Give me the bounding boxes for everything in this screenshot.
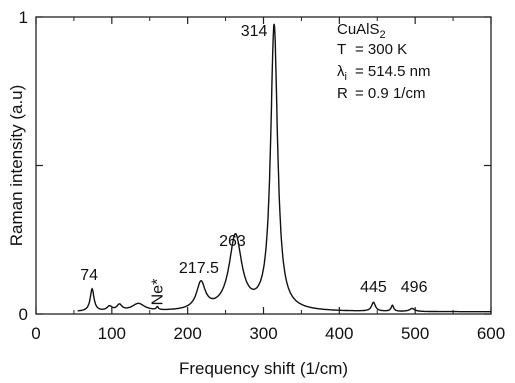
peak-label-217: 217.5 [179,260,219,277]
peak-label-74: 74 [80,267,98,284]
peak-label-263: 263 [219,233,246,250]
info-value: = 514.5 nm [355,63,430,80]
info-value: = 300 K [355,41,407,58]
peak-label-445: 445 [360,279,387,296]
info-symbol-subscript: i [345,71,347,83]
y-tick-label: 1 [19,8,28,27]
peak-label-314: 314 [241,23,268,40]
compound-subscript: 2 [380,29,386,41]
y-tick-label: 0 [19,305,28,324]
x-axis-label: Frequency shift (1/cm) [179,359,348,378]
spectrum-line [77,23,491,313]
x-tick-label: 300 [249,324,277,343]
info-symbol: T [337,41,346,58]
y-axis-label: Raman intensity (a.u) [7,85,26,247]
info-symbol: λi [337,63,347,83]
x-tick-label: 600 [477,324,505,343]
x-tick-label: 0 [31,324,40,343]
x-tick-label: 400 [325,324,353,343]
info-value: = 0.9 1/cm [355,85,425,102]
x-tick-label: 500 [401,324,429,343]
info-symbol: R [337,85,348,102]
peak-label-ne: Ne* [149,279,166,306]
x-tick-label: 200 [173,324,201,343]
compound-name: CuAlS2 [337,21,386,41]
x-tick-label: 100 [98,324,126,343]
peak-label-496: 496 [401,279,428,296]
ticks: 0 100 200 300 400 500 600 0 1 [19,8,506,343]
